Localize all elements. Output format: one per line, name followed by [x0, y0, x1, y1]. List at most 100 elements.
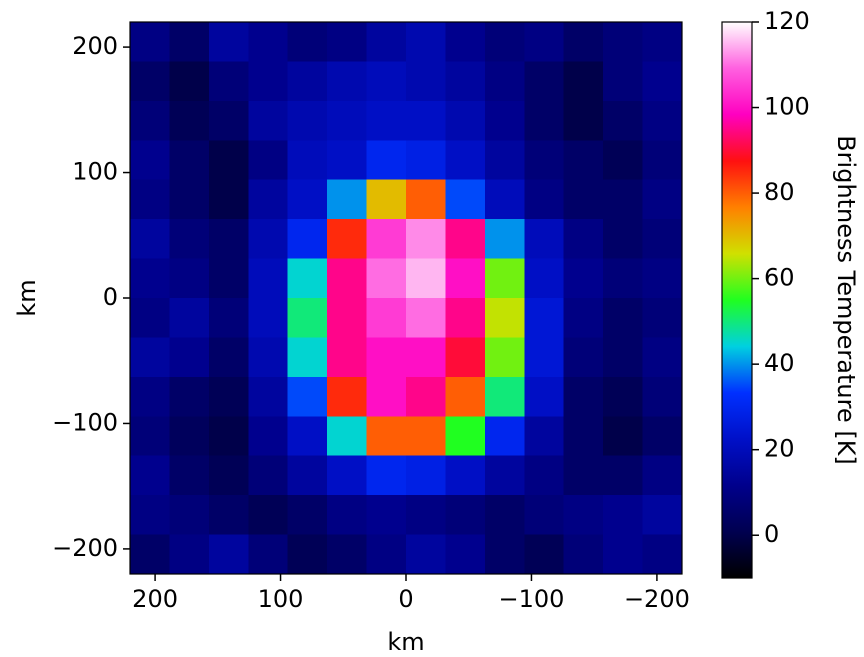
heatmap-cell	[287, 61, 328, 102]
heatmap-cell	[169, 22, 210, 62]
heatmap-cell	[563, 22, 604, 62]
heatmap-cell	[130, 337, 170, 378]
heatmap-cell	[603, 376, 644, 417]
heatmap-cell	[603, 298, 644, 338]
heatmap-cell	[603, 258, 644, 299]
heatmap-cell	[642, 298, 683, 338]
heatmap-cell	[406, 258, 446, 299]
heatmap-cell	[563, 534, 604, 575]
heatmap-cell	[130, 61, 170, 102]
heatmap-cell	[287, 376, 328, 417]
heatmap-cell	[248, 534, 289, 575]
heatmap-cell	[287, 219, 328, 260]
heatmap-cell	[406, 219, 446, 260]
heatmap-cell	[130, 219, 170, 260]
heatmap-cell	[524, 179, 565, 220]
heatmap-cell	[642, 140, 683, 181]
heatmap-cell	[406, 140, 446, 181]
heatmap-cell	[603, 179, 644, 220]
heatmap-cell	[208, 416, 249, 457]
heatmap-cell	[208, 219, 249, 260]
x-tick-label: −100	[498, 585, 564, 613]
heatmap-cell	[130, 140, 170, 181]
heatmap-cell	[366, 376, 407, 417]
heatmap-cell	[603, 22, 644, 62]
colorbar-tick-label: 60	[764, 264, 795, 292]
heatmap-cell	[248, 337, 289, 378]
heatmap-cell	[366, 298, 407, 338]
heatmap-cell	[484, 140, 525, 181]
heatmap-cell	[130, 416, 170, 457]
heatmap-cell	[484, 258, 525, 299]
y-tick-label: −200	[52, 534, 118, 562]
heatmap-cell	[287, 298, 328, 338]
heatmap-cell	[484, 455, 525, 496]
heatmap-cell	[563, 100, 604, 141]
heatmap-cell	[563, 219, 604, 260]
heatmap-cell	[208, 179, 249, 220]
heatmap-cell	[445, 140, 486, 181]
heatmap-cell	[524, 337, 565, 378]
heatmap-cell	[563, 416, 604, 457]
heatmap-cell	[406, 455, 446, 496]
heatmap-cell	[484, 61, 525, 102]
heatmap-cell	[445, 258, 486, 299]
heatmap-cell	[484, 376, 525, 417]
heatmap-cell	[130, 455, 170, 496]
heatmap-cell	[524, 495, 565, 536]
heatmap-cell	[366, 495, 407, 536]
x-tick-label: 0	[398, 585, 413, 613]
heatmap-cell	[327, 376, 368, 417]
heatmap-cell	[603, 416, 644, 457]
heatmap-cell	[484, 100, 525, 141]
heatmap-cell	[366, 219, 407, 260]
heatmap-cell	[208, 298, 249, 338]
heatmap-cell	[642, 376, 683, 417]
heatmap-cell	[130, 495, 170, 536]
heatmap-cell	[484, 219, 525, 260]
heatmap-cell	[327, 337, 368, 378]
heatmap-cell	[642, 534, 683, 575]
heatmap-cell	[524, 258, 565, 299]
heatmap-cell	[287, 455, 328, 496]
heatmap-cell	[406, 416, 446, 457]
heatmap-cell	[484, 179, 525, 220]
heatmap-cell	[406, 534, 446, 575]
heatmap-cell	[366, 61, 407, 102]
heatmap-cell	[563, 337, 604, 378]
heatmap-cell	[208, 140, 249, 181]
heatmap-cell	[248, 376, 289, 417]
x-tick-label: −200	[624, 585, 690, 613]
y-tick-label: 200	[72, 32, 118, 60]
y-axis-label: km	[13, 279, 41, 316]
heatmap-cell	[327, 100, 368, 141]
heatmap-cell	[366, 337, 407, 378]
heatmap-cell	[366, 455, 407, 496]
heatmap-cell	[484, 22, 525, 62]
heatmap-cell	[169, 179, 210, 220]
heatmap-cell	[524, 376, 565, 417]
heatmap-cell	[130, 298, 170, 338]
heatmap-cell	[524, 61, 565, 102]
heatmap-cell	[563, 179, 604, 220]
heatmap-cell	[603, 534, 644, 575]
heatmap-cell	[603, 455, 644, 496]
heatmap-cell	[563, 61, 604, 102]
heatmap-cell	[366, 22, 407, 62]
heatmap-cell	[406, 495, 446, 536]
x-tick-label: 100	[258, 585, 304, 613]
heatmap-cell	[169, 61, 210, 102]
heatmap-cell	[406, 376, 446, 417]
heatmap-cell	[524, 100, 565, 141]
heatmap-cell	[445, 416, 486, 457]
heatmap-cell	[524, 534, 565, 575]
heatmap-cell	[406, 337, 446, 378]
colorbar-tick-label: 40	[764, 349, 795, 377]
heatmap-cell	[563, 258, 604, 299]
heatmap-cell	[248, 100, 289, 141]
heatmap-cell	[563, 140, 604, 181]
y-tick-label: −100	[52, 408, 118, 436]
heatmap-cell	[366, 100, 407, 141]
heatmap-cell	[287, 337, 328, 378]
x-axis-label: km	[387, 628, 424, 656]
